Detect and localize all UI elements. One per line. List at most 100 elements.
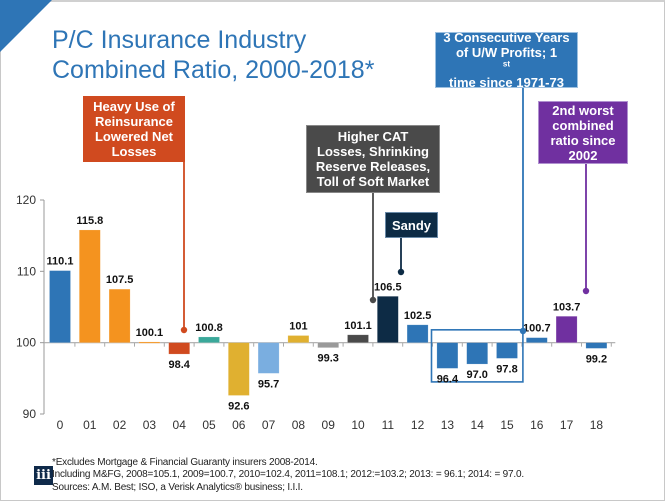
data-label-18: 99.2 [586,353,607,365]
callout-second-worst-line: ratio since [550,132,616,148]
leader-dot-cat-losses [369,296,377,304]
x-tick-label-11: 11 [382,418,395,432]
x-tick-label-17: 17 [560,418,574,432]
footnote-including: Including M&FG, 2008=105.1, 2009=100.7, … [52,469,524,480]
callout-reinsurance-line: Lowered Net [94,129,173,144]
bar-05 [198,336,220,343]
data-label-10: 101.1 [344,320,372,332]
slide-title: P/C Insurance Industry Combined Ratio, 2… [52,25,374,85]
x-tick-label-14: 14 [471,418,485,432]
x-tick-label-10: 10 [351,418,365,432]
leader-dot-second-worst [582,287,590,295]
data-label-06: 92.6 [228,400,249,412]
callout-sandy-line: Sandy [391,217,431,233]
data-label-08: 101 [289,321,307,333]
x-tick-label-03: 03 [143,418,157,432]
y-tick-label: 90 [23,407,37,421]
x-tick-label-04: 04 [173,418,187,432]
x-tick-label-07: 07 [262,418,276,432]
data-label-05: 100.8 [195,322,223,334]
bar-11 [376,295,399,343]
bar-09 [317,342,340,348]
callout-reinsurance-line: Losses [111,144,157,159]
bar-04 [168,342,190,355]
data-label-0: 110.1 [47,256,74,268]
title-line-1: P/C Insurance Industry [52,26,307,54]
data-label-02: 107.5 [106,274,134,286]
bar-06 [228,342,250,396]
bar-02 [108,288,131,343]
callout-cat-losses-line: Toll of Soft Market [316,174,430,189]
data-label-15: 97.8 [496,363,517,375]
bar-03 [138,341,161,344]
callout-second-worst-line: combined [552,117,614,133]
callout-second-worst-line: 2002 [568,147,598,163]
x-tick-label-06: 06 [232,418,246,432]
bar-14 [466,342,489,365]
data-label-04: 98.4 [168,359,190,371]
y-tick-label: 100 [16,336,36,350]
title-line-2: Combined Ratio, 2000-2018* [52,56,375,84]
y-tick-label: 110 [17,264,36,278]
bar-01 [79,229,101,343]
data-label-16: 100.7 [523,323,551,335]
bar-08 [287,335,310,343]
bar-0 [49,270,71,343]
callout-reinsurance-line: Reinsurance [94,114,174,129]
callout-second-worst: 2nd worst combined ratio since 2002 [538,101,628,164]
x-tick-label-0: 0 [57,418,64,432]
leader-dot-profits [519,327,527,335]
data-label-12: 102.5 [404,310,432,322]
x-tick-label-15: 15 [500,418,514,432]
x-tick-label-08: 08 [292,418,306,432]
x-tick-label-16: 16 [530,418,544,432]
bar-15 [496,342,518,359]
data-label-03: 100.1 [136,327,164,339]
bar-10 [347,334,369,343]
data-label-11: 106.5 [374,281,402,293]
callout-cat-losses-line: Losses, Shrinking [317,144,429,159]
corner-accent [0,0,52,52]
callout-second-worst-line: 2nd worst [552,102,614,118]
bar-17 [555,315,578,343]
bar-18 [585,342,608,349]
x-tick-label-09: 09 [322,418,336,432]
x-tick-label-18: 18 [590,418,604,432]
x-tick-label-12: 12 [411,418,425,432]
leader-dot-reinsurance [180,326,188,334]
data-label-01: 115.8 [76,215,103,227]
y-tick-label: 120 [16,193,36,207]
data-label-17: 103.7 [553,301,581,313]
callout-cat-losses-line: Reserve Releases, [315,159,431,174]
callout-sandy: Sandy [385,212,438,238]
bar-12 [406,324,429,343]
data-label-13: 96.4 [437,373,459,385]
callout-profits-line-2-text: of U/W Profits; 1 [455,45,558,60]
callout-profits-line-1: 3 Consecutive Years [443,30,570,45]
iii-logo: iii [34,466,53,485]
bar-16 [525,337,548,343]
x-tick-label-13: 13 [441,418,455,432]
callout-profits-superscript: st [502,59,511,69]
leader-dot-sandy [397,268,405,276]
bar-07 [257,342,280,374]
callout-profits-line-3: time since 1971-73 [449,75,564,90]
callout-reinsurance-line: Heavy Use of [93,99,175,114]
data-label-09: 99.3 [317,353,338,365]
callout-cat-losses: Higher CAT Losses, Shrinking Reserve Rel… [306,125,440,193]
callout-reinsurance: Heavy Use of Reinsurance Lowered Net Los… [83,96,185,162]
data-label-07: 95.7 [258,378,279,390]
highlight-box-13-15 [430,329,524,383]
footnote-sources: Sources: A.M. Best; ISO, a Verisk Analyt… [52,482,303,493]
x-tick-label-02: 02 [113,418,127,432]
x-tick-label-01: 01 [83,418,97,432]
data-label-14: 97.0 [466,369,487,381]
footnote-exclusion: *Excludes Mortgage & Financial Guaranty … [52,457,318,468]
callout-cat-losses-line: Higher CAT [337,129,409,144]
bar-13 [436,342,459,369]
x-tick-label-05: 05 [202,418,216,432]
